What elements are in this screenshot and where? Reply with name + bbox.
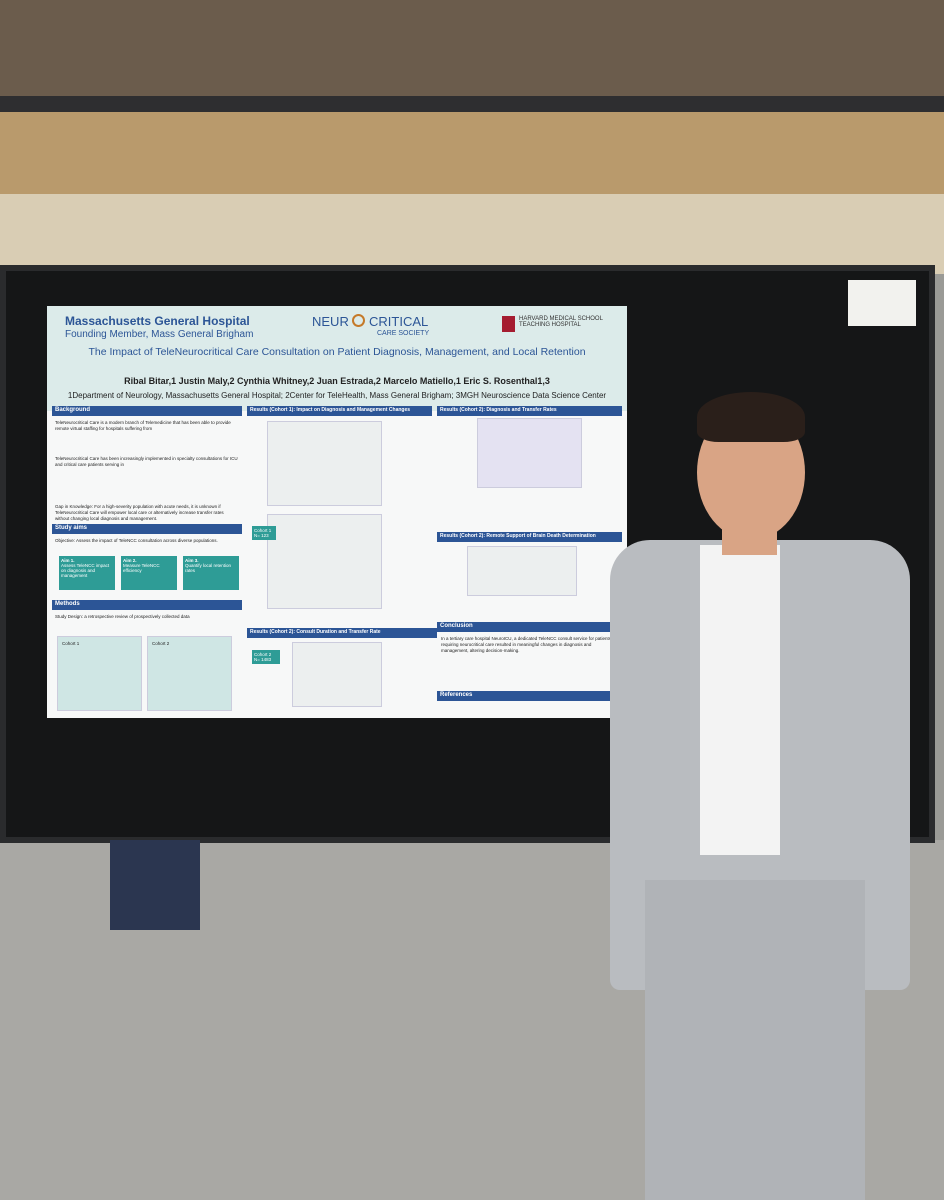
affiliations: 1Department of Neurology, Massachusetts … bbox=[67, 391, 607, 400]
society-sub: CARE SOCIETY bbox=[377, 330, 430, 337]
note-paper bbox=[848, 280, 916, 326]
harvard: HARVARD MEDICAL SCHOOL TEACHING HOSPITAL bbox=[519, 316, 603, 328]
title-band bbox=[47, 346, 627, 411]
cohort-tag: Cohort 2 N= 1483 bbox=[252, 650, 280, 664]
text: TeleNeurocritical Care is a modern branc… bbox=[55, 420, 231, 431]
label: Cohort 2 bbox=[254, 652, 272, 657]
authors: Ribal Bitar,1 Justin Maly,2 Cynthia Whit… bbox=[124, 376, 550, 386]
label: Cohort 1 bbox=[62, 641, 80, 646]
institution-sub: Founding Member, Mass General Brigham bbox=[65, 329, 254, 340]
label: N= 123 bbox=[254, 533, 269, 538]
header: Massachusetts General Hospital Founding … bbox=[47, 306, 627, 346]
section-heading: Results (Cohort 1): Impact on Diagnosis … bbox=[247, 406, 432, 416]
cohort-box: Cohort 1 bbox=[57, 636, 142, 711]
society-left: NEUR bbox=[312, 314, 349, 329]
aim-text: Measure TeleNCC efficiency bbox=[123, 563, 160, 573]
section-heading: Results (Cohort 2): Remote Support of Br… bbox=[437, 532, 622, 542]
wall-band bbox=[0, 112, 944, 194]
person-hair bbox=[697, 392, 805, 442]
chart-area bbox=[477, 418, 582, 488]
aim: Aim 2. Measure TeleNCC efficiency bbox=[121, 556, 177, 590]
section-heading: Conclusion bbox=[437, 622, 622, 632]
section-heading: Background bbox=[52, 406, 242, 416]
chart-area bbox=[267, 421, 382, 506]
aim-text: Assess TeleNCC impact on diagnosis and m… bbox=[61, 563, 110, 578]
chart-area bbox=[267, 514, 382, 609]
institution: Massachusetts General Hospital bbox=[65, 314, 250, 328]
section-heading: Study aims bbox=[52, 524, 242, 534]
aim: Aim 3. Quantify local retention rates bbox=[183, 556, 239, 590]
label: Cohort 1 bbox=[254, 528, 272, 533]
text: Study Design: a retrospective review of … bbox=[55, 614, 190, 619]
label: N= 1483 bbox=[254, 657, 272, 662]
aim-text: Quantify local retention rates bbox=[185, 563, 232, 573]
aim: Aim 1. Assess TeleNCC impact on diagnosis… bbox=[59, 556, 115, 590]
text: Gap in Knowledge: For a high-severity po… bbox=[55, 504, 224, 521]
section-heading: Methods bbox=[52, 600, 242, 610]
title: The Impact of TeleNeurocritical Care Con… bbox=[88, 346, 586, 358]
beam bbox=[0, 96, 944, 112]
section-heading: References bbox=[437, 691, 622, 701]
society-logo bbox=[352, 314, 365, 327]
text: TeleNeurocritical Care has been increasi… bbox=[55, 456, 238, 467]
table-area bbox=[467, 546, 577, 596]
aim-label: Aim 1. bbox=[61, 558, 75, 563]
label: Cohort 2 bbox=[152, 641, 170, 646]
cohort-box: Cohort 2 bbox=[147, 636, 232, 711]
chart-area bbox=[292, 642, 382, 707]
aim-label: Aim 3. bbox=[185, 558, 199, 563]
person-shirt bbox=[700, 545, 780, 855]
text: In a tertiary care hospital NeuroICU, a … bbox=[441, 636, 611, 653]
wall bbox=[0, 194, 944, 274]
person-legs-background bbox=[110, 840, 200, 930]
poster: Massachusetts General Hospital Founding … bbox=[47, 306, 627, 718]
aim-label: Aim 2. bbox=[123, 558, 137, 563]
harvard-shield bbox=[502, 316, 515, 332]
society-right: CRITICAL bbox=[369, 314, 429, 329]
cohort-tag: Cohort 1 N= 123 bbox=[252, 526, 276, 540]
text: Objective: Assess the impact of TeleNCC … bbox=[55, 538, 218, 543]
person-trousers bbox=[645, 880, 865, 1200]
section-heading: Results (Cohort 2): Diagnosis and Transf… bbox=[437, 406, 622, 416]
section-heading: Results (Cohort 2): Consult Duration and… bbox=[247, 628, 437, 638]
